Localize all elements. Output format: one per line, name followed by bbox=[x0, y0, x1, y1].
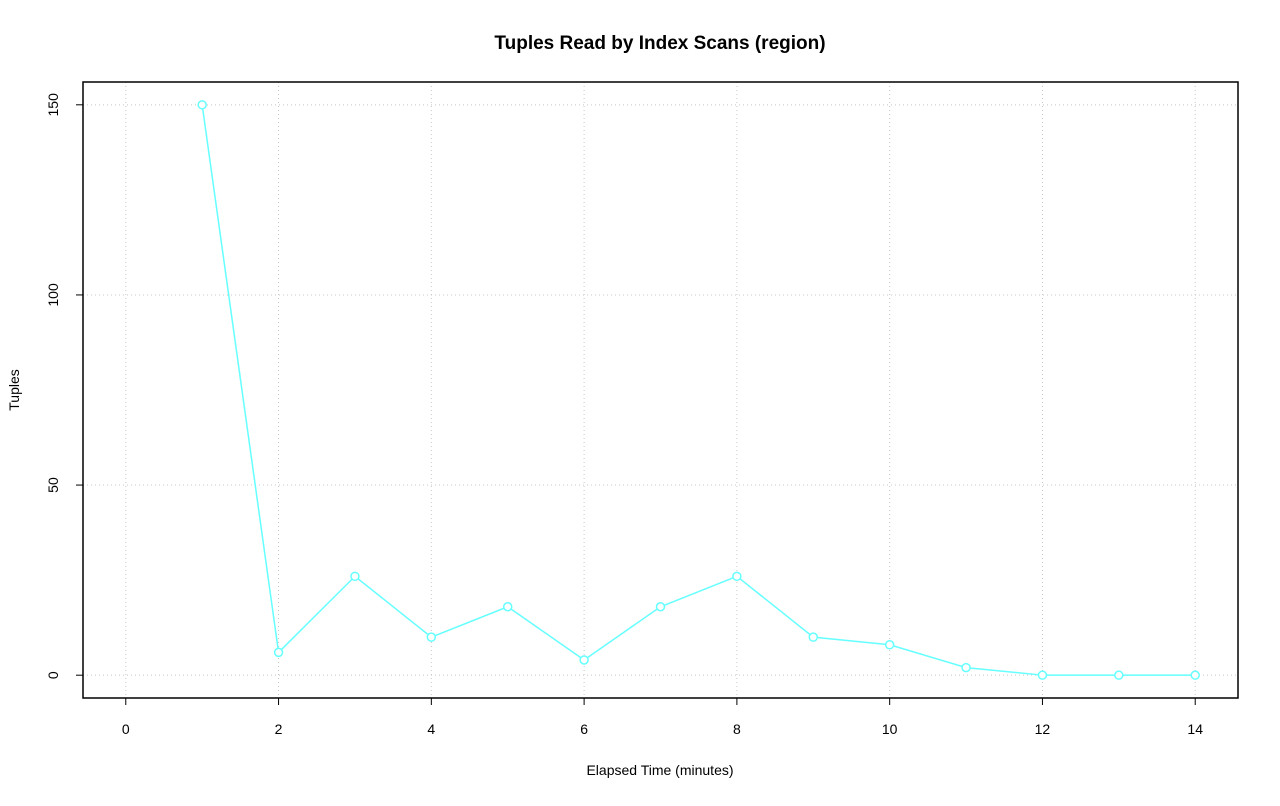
y-axis-label: Tuples bbox=[6, 369, 22, 411]
y-tick-label: 0 bbox=[45, 671, 61, 679]
data-point bbox=[273, 647, 284, 658]
data-point bbox=[1037, 670, 1048, 680]
x-tick-label: 10 bbox=[882, 721, 898, 737]
data-point bbox=[961, 662, 971, 673]
data-point bbox=[502, 601, 513, 612]
data-line bbox=[201, 104, 1196, 676]
y-tick-label: 150 bbox=[45, 93, 61, 117]
x-tick-label: 0 bbox=[122, 721, 130, 737]
y-tick-label: 100 bbox=[45, 283, 61, 307]
data-point bbox=[197, 100, 207, 110]
data-point bbox=[1114, 670, 1124, 680]
plot-frame bbox=[82, 81, 1239, 699]
data-point bbox=[350, 571, 360, 582]
data-point bbox=[579, 655, 589, 665]
x-axis-label: Elapsed Time (minutes) bbox=[586, 762, 733, 778]
data-point bbox=[884, 640, 895, 650]
y-tick-label: 50 bbox=[45, 477, 61, 493]
data-point bbox=[732, 571, 742, 582]
x-tick-label: 2 bbox=[275, 721, 283, 737]
x-tick-label: 8 bbox=[733, 721, 741, 737]
data-point bbox=[426, 632, 437, 642]
data-point bbox=[655, 601, 666, 612]
x-tick-label: 6 bbox=[580, 721, 588, 737]
x-tick-label: 12 bbox=[1035, 721, 1051, 737]
x-tick-label: 14 bbox=[1187, 721, 1203, 737]
x-tick-label: 4 bbox=[427, 721, 435, 737]
chart-title: Tuples Read by Index Scans (region) bbox=[494, 33, 825, 54]
data-point bbox=[808, 632, 819, 642]
data-point bbox=[1190, 670, 1200, 680]
